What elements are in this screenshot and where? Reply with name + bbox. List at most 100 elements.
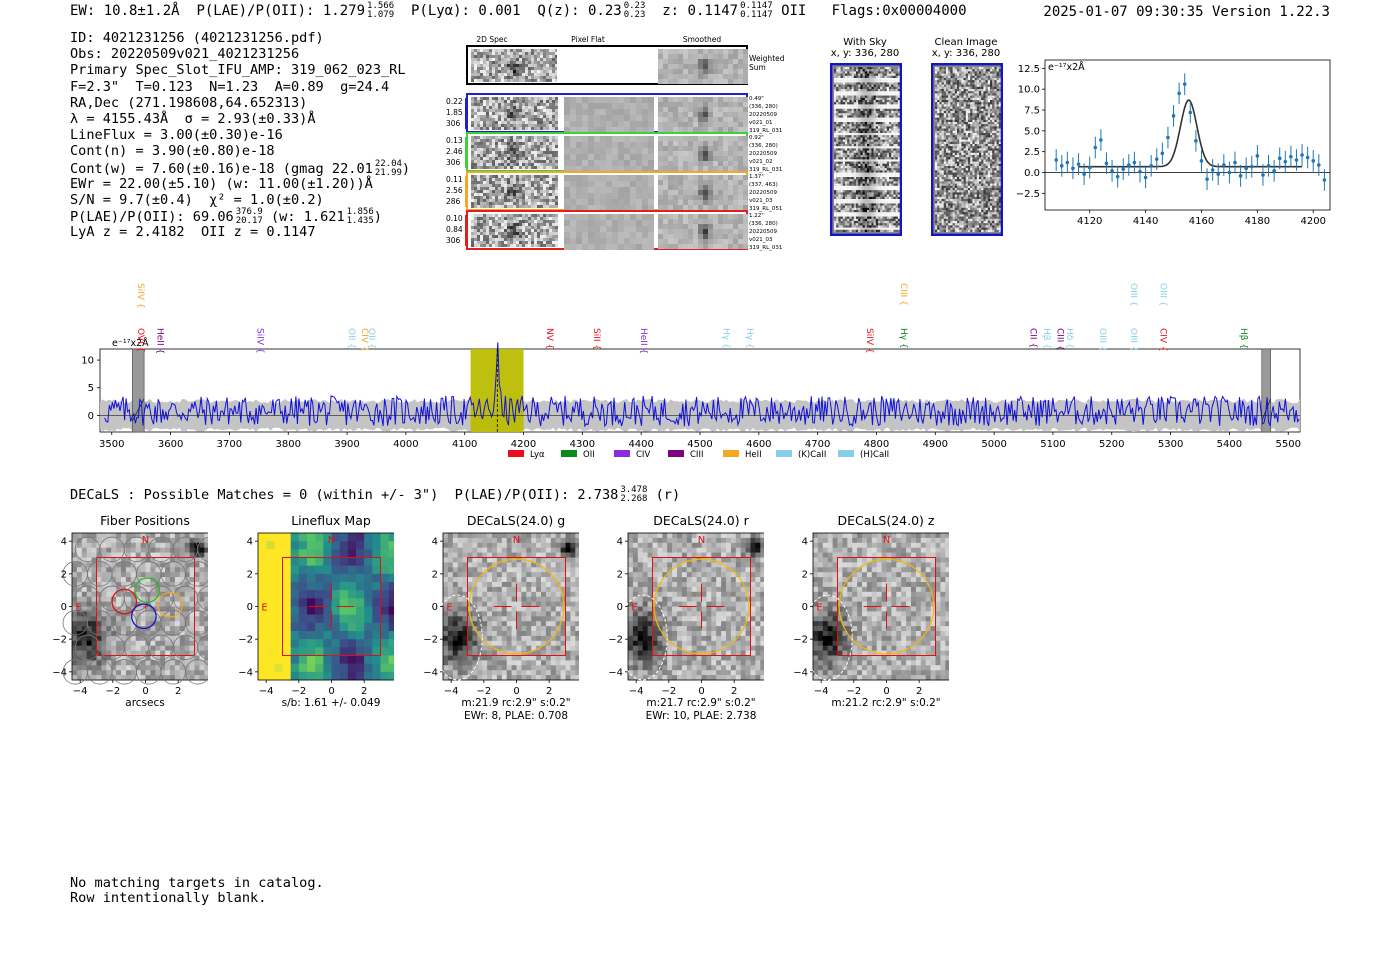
aperture-circle (838, 558, 935, 655)
cutout-caption-line: m:21.2 rc:2.9" s:0.2" (831, 697, 941, 709)
cutout-ytick-label: 0 (617, 602, 623, 613)
plae-w-range: 1.856 1.435 (347, 208, 374, 226)
compass-north: N (883, 535, 890, 546)
row-left-label: 306 (446, 236, 461, 245)
info-plae: P(LAE)/P(OII): 69.06 376.9 20.17 (w: 1.621… (70, 207, 382, 227)
spectrum-masked-region (132, 348, 145, 433)
row-left-label: 1.85 (446, 108, 463, 117)
row-right-label: 319_RL_031 (749, 167, 782, 173)
cutout-ytick-label: 0 (802, 602, 808, 613)
legend-label: Lyα (530, 450, 545, 460)
line-marker-label: HeII { (638, 328, 648, 354)
legend-label: HeII (745, 450, 762, 460)
cutout-ytick-label: −2 (608, 635, 623, 646)
cutout-ytick-label: −2 (238, 635, 253, 646)
zoom-data-point (1110, 169, 1114, 173)
header-z-range: 0.1147 0.1147 (740, 2, 773, 20)
line-marker-label: SiII { (591, 328, 601, 350)
plae-text: P(LAE)/P(OII): 69.06 (70, 209, 234, 226)
cutout-ytick-label: −4 (423, 667, 438, 678)
line-marker-label: Hγ { (744, 328, 754, 349)
zoom-ytick-label: −2.5 (1016, 189, 1040, 200)
header-qz-range: 0.23 0.23 (624, 2, 646, 20)
line-marker-label: CIV { (359, 328, 369, 352)
image-border (931, 63, 1003, 236)
cutout-ytick-label: 4 (61, 537, 67, 548)
footer-line-1: No matching targets in catalog. (70, 875, 324, 891)
spectrum-xtick-label: 4900 (923, 439, 948, 450)
row-right-label: 0.92" (749, 135, 764, 141)
line-marker-label: SiIV { (255, 328, 265, 354)
compass-east: E (75, 603, 81, 614)
line-marker-label: CIII { (1055, 328, 1065, 351)
cutout-xtick-label: −2 (291, 686, 306, 697)
plae-range: 376.9 20.17 (236, 208, 263, 226)
legend-swatch (838, 450, 854, 457)
line-marker-label: SiIV { (864, 328, 874, 354)
spectrum-xtick-label: 4500 (687, 439, 712, 450)
row-right-label: 20220509 (749, 151, 777, 157)
highlighted-fiber (130, 603, 157, 630)
row-right-label: 319_RL_031 (749, 128, 782, 134)
footer-line-2: Row intentionally blank. (70, 890, 267, 906)
zoom-xtick-label: 4120 (1077, 216, 1102, 227)
zoom-data-point (1199, 159, 1204, 163)
z-lo: 0.1147 (740, 10, 773, 20)
row-right-label: 1.22" (749, 213, 764, 219)
cutout-caption-line: m:21.9 rc:2.9" s:0.2" (461, 697, 571, 709)
zoom-data-point (1132, 160, 1137, 165)
row-left-label: 0.11 (446, 175, 463, 184)
zoom-data-point (1054, 158, 1058, 162)
cutout-ytick-label: 2 (432, 569, 438, 580)
info-sn: S/N = 9.7(±0.4) χ² = 1.0(±0.2) (70, 191, 324, 208)
info-lyaz: LyA z = 2.4182 OII z = 0.1147 (70, 224, 316, 241)
zoom-data-point (1216, 172, 1221, 176)
zoom-data-point (1255, 154, 1260, 158)
legend-label: CIV (636, 450, 650, 460)
row-left-label: 2.56 (446, 186, 463, 195)
row-right-label: 319_RL_051 (749, 206, 782, 212)
compass-north: N (142, 535, 149, 546)
fiber-center-marker: + (142, 603, 149, 612)
info-block: ID: 4021231256 (4021231256.pdf) Obs: 202… (70, 30, 410, 240)
cutout-ytick-label: 0 (247, 602, 253, 613)
line-marker-label: Hγ { (721, 328, 731, 349)
decals-band: (r) (655, 487, 681, 503)
line-marker-label: HeII { (155, 328, 165, 354)
catalog-footer: No matching targets in catalog. Row inten… (70, 876, 324, 906)
line-marker-label: OII { (346, 328, 356, 349)
zoom-ylabel: e⁻¹⁷x2Å (1048, 61, 1085, 73)
cutout-xtick-label: 2 (916, 686, 922, 697)
zoom-data-point (1138, 169, 1142, 174)
zoom-data-point (1076, 162, 1081, 166)
zoom-xtick-label: 4200 (1301, 216, 1326, 227)
cutout-ytick-label: 4 (617, 537, 623, 548)
info-lineflux: LineFlux = 3.00(±0.30)e-16 (70, 127, 283, 144)
plae-w-text: (w: 1.621 (270, 209, 345, 226)
compass-east: E (816, 603, 822, 614)
header-plae-range: 1.566 1.079 (367, 2, 394, 20)
compass-east: E (446, 603, 452, 614)
row-color-bar (465, 98, 467, 129)
highlighted-fiber (134, 577, 161, 604)
zoom-data-point (1087, 165, 1092, 170)
row-right-label: 20220509 (749, 190, 777, 196)
row-2dspec (471, 136, 558, 169)
cutout-ytick-label: −4 (793, 667, 808, 678)
with-sky-xy: x, y: 336, 280 (830, 48, 900, 59)
row-pixelflat (564, 136, 654, 172)
decals-header: DECaLS : Possible Matches = 0 (within +/… (70, 486, 680, 504)
row-left-label: 286 (446, 197, 461, 206)
cutout-pixels (72, 533, 208, 681)
cutout-caption: m:21.7 rc:2.9" s:0.2" EWr: 10, PLAE: 2.73… (616, 697, 786, 723)
info-contw: Cont(w) = 7.60(±0.16)e-18 (gmag 22.01 22.… (70, 158, 411, 178)
line-marker-label: SiIV { (135, 283, 145, 309)
row-right-label: v021_02 (749, 159, 773, 165)
spectrum-xtick-label: 4000 (393, 439, 418, 450)
line-marker-label: CII { (1028, 328, 1038, 348)
cutout-title: Lineflux Map (291, 513, 371, 528)
cutout-image-2: NE−4−2024420−2−4 (423, 532, 579, 697)
cutout-pixels (813, 533, 949, 681)
row-2dspec (471, 214, 558, 247)
cutout-ytick-label: −4 (608, 667, 623, 678)
